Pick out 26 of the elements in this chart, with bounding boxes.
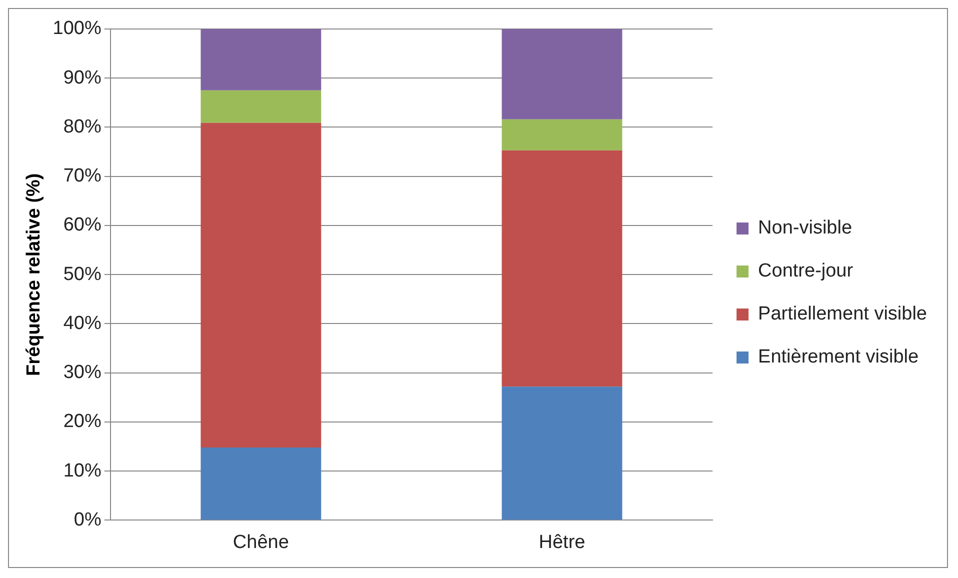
y-tick-label: 20% bbox=[63, 411, 102, 432]
y-axis-title: Fréquence relative (%) bbox=[24, 173, 45, 376]
bar bbox=[502, 29, 622, 120]
y-tick-label: 90% bbox=[63, 67, 102, 88]
y-tick-label: 80% bbox=[63, 116, 102, 138]
bar bbox=[502, 150, 622, 387]
bar bbox=[502, 119, 622, 150]
y-tick-label: 10% bbox=[63, 460, 102, 482]
legend-label: Partiellement visible bbox=[758, 304, 928, 325]
bar bbox=[200, 122, 322, 448]
y-tick-label: 60% bbox=[63, 214, 102, 236]
y-tick-label: 100% bbox=[52, 18, 102, 40]
y-tick-label: 50% bbox=[63, 264, 102, 285]
legend-label: Non-visible bbox=[758, 218, 852, 239]
bar bbox=[200, 90, 322, 123]
x-tick-label: Hêtre bbox=[538, 532, 586, 553]
y-tick-label: 70% bbox=[63, 166, 102, 187]
bar bbox=[200, 29, 322, 90]
legend-label: Contre-jour bbox=[758, 260, 854, 282]
x-tick-label: Chêne bbox=[232, 532, 289, 553]
y-tick-label: 40% bbox=[63, 312, 102, 334]
legend-label: Entièrement visible bbox=[758, 346, 919, 368]
y-tick-label: 30% bbox=[63, 362, 102, 384]
bar bbox=[200, 448, 322, 520]
bar bbox=[502, 386, 622, 520]
y-tick-label: 0% bbox=[74, 509, 102, 530]
